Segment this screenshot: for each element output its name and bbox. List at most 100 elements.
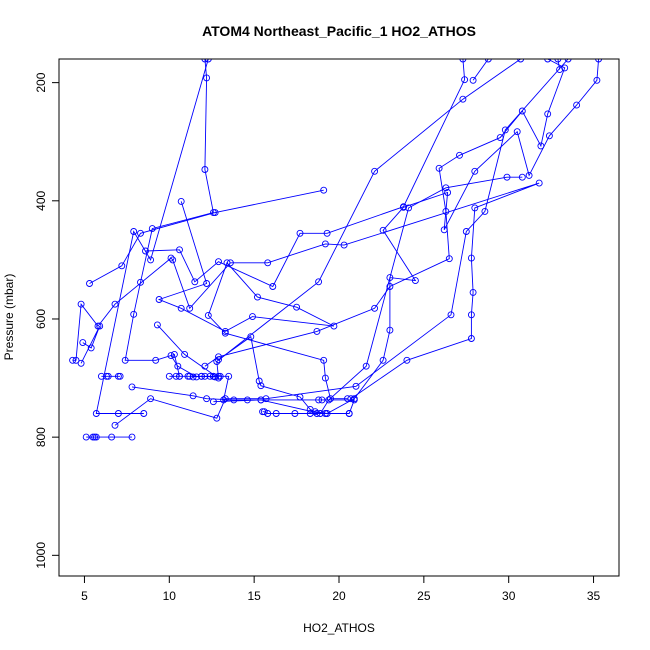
series-line bbox=[472, 59, 489, 81]
data-point bbox=[118, 262, 126, 270]
x-tick-label: 30 bbox=[502, 589, 516, 603]
data-point bbox=[86, 280, 93, 287]
series-line bbox=[114, 59, 569, 426]
data-point bbox=[225, 372, 233, 380]
data-point bbox=[386, 283, 394, 290]
data-point bbox=[320, 356, 328, 364]
series-10 bbox=[201, 59, 569, 370]
data-point bbox=[481, 207, 489, 215]
data-point bbox=[181, 350, 189, 358]
data-point bbox=[191, 278, 199, 286]
data-point bbox=[111, 421, 119, 429]
data-point bbox=[116, 372, 124, 380]
x-tick-label: 15 bbox=[247, 589, 261, 603]
data-point bbox=[177, 304, 185, 312]
series-line bbox=[89, 189, 324, 284]
y-axis: 200 400 600 800 1000 bbox=[34, 72, 60, 569]
data-point bbox=[96, 322, 104, 330]
y-tick-label: 800 bbox=[34, 427, 48, 447]
data-point bbox=[255, 377, 263, 385]
data-point bbox=[203, 395, 211, 403]
data-point bbox=[211, 373, 219, 381]
data-point bbox=[564, 59, 572, 63]
data-point bbox=[296, 229, 304, 237]
data-point bbox=[445, 255, 453, 263]
data-point bbox=[447, 311, 455, 319]
data-point bbox=[517, 59, 525, 63]
series-line bbox=[95, 59, 209, 414]
data-point bbox=[213, 358, 221, 365]
data-point bbox=[525, 171, 533, 179]
data-point bbox=[249, 313, 256, 321]
y-axis-label: Pressure (mbar) bbox=[2, 274, 16, 361]
data-point bbox=[315, 278, 323, 286]
x-tick-label: 5 bbox=[81, 589, 88, 603]
data-point bbox=[503, 173, 511, 181]
data-point bbox=[257, 382, 265, 390]
data-point bbox=[327, 395, 334, 403]
series-11 bbox=[209, 173, 526, 417]
data-point bbox=[518, 173, 526, 181]
data-point bbox=[386, 326, 394, 334]
data-point bbox=[362, 362, 370, 370]
y-tick-label: 200 bbox=[34, 72, 48, 92]
data-point bbox=[79, 339, 87, 347]
data-point bbox=[459, 59, 467, 63]
data-point bbox=[167, 254, 175, 262]
data-point bbox=[72, 356, 80, 364]
data-point bbox=[535, 179, 543, 187]
data-point bbox=[69, 356, 77, 364]
data-point bbox=[344, 395, 351, 403]
data-point bbox=[259, 408, 267, 416]
series-13 bbox=[142, 59, 469, 290]
series-line bbox=[557, 59, 561, 70]
data-point bbox=[469, 288, 477, 296]
data-point bbox=[221, 329, 229, 337]
data-point bbox=[467, 311, 475, 319]
data-point bbox=[350, 395, 358, 403]
data-point bbox=[340, 241, 348, 249]
data-point bbox=[386, 274, 394, 282]
series-line bbox=[145, 59, 466, 288]
data-point bbox=[77, 359, 85, 367]
data-point bbox=[140, 410, 148, 417]
data-point bbox=[323, 229, 331, 237]
data-point bbox=[215, 258, 222, 266]
data-point bbox=[170, 350, 178, 358]
y-tick-label: 400 bbox=[34, 190, 48, 210]
data-point bbox=[545, 132, 553, 140]
data-point bbox=[165, 372, 173, 380]
series-19 bbox=[97, 372, 124, 380]
data-point bbox=[204, 311, 212, 319]
data-point bbox=[77, 300, 85, 308]
data-point bbox=[544, 59, 552, 63]
data-point bbox=[379, 356, 387, 364]
data-point bbox=[320, 186, 328, 194]
data-point bbox=[469, 76, 477, 84]
x-tick-label: 10 bbox=[163, 589, 177, 603]
data-point bbox=[128, 433, 136, 441]
data-point bbox=[215, 374, 222, 382]
series-6 bbox=[77, 322, 104, 367]
data-point bbox=[518, 107, 526, 115]
series-8 bbox=[155, 197, 351, 403]
data-point bbox=[501, 126, 509, 134]
series-3 bbox=[82, 433, 136, 441]
data-point bbox=[306, 410, 314, 417]
series-2 bbox=[92, 59, 212, 417]
data-point bbox=[147, 256, 155, 264]
series-18 bbox=[167, 352, 200, 381]
data-point bbox=[459, 95, 467, 103]
series-line bbox=[213, 176, 523, 415]
series-line bbox=[218, 59, 600, 414]
series-line bbox=[131, 386, 248, 401]
data-point bbox=[321, 374, 329, 382]
data-point bbox=[467, 335, 475, 342]
data-point bbox=[184, 372, 192, 380]
data-point bbox=[272, 410, 280, 417]
series-12 bbox=[153, 59, 525, 382]
data-point bbox=[400, 203, 407, 211]
series-layer bbox=[69, 59, 603, 441]
data-point bbox=[221, 395, 229, 403]
data-point bbox=[213, 414, 221, 422]
